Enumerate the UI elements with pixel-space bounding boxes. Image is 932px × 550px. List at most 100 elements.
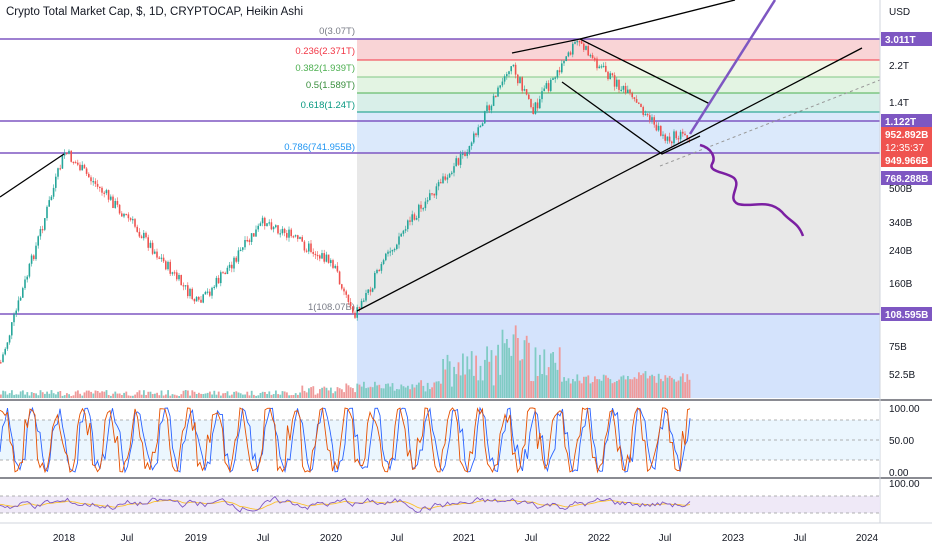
volume-bar bbox=[297, 394, 299, 398]
volume-bar bbox=[59, 391, 62, 398]
volume-bar bbox=[11, 390, 13, 398]
price-tick: 2.2T bbox=[889, 61, 909, 72]
volume-bar bbox=[255, 395, 257, 398]
volume-bar bbox=[629, 379, 631, 398]
volume-bar bbox=[0, 394, 2, 398]
volume-bar bbox=[217, 391, 220, 398]
volume-bar bbox=[374, 381, 376, 398]
volume-bar bbox=[323, 386, 326, 398]
volume-bar bbox=[180, 394, 183, 398]
price-badges: 3.011T 1.122T 952.892B 12:35:37 949.966B… bbox=[881, 32, 932, 321]
volume-bar bbox=[103, 391, 106, 398]
volume-bar bbox=[435, 381, 438, 398]
volume-bar bbox=[26, 392, 29, 398]
badge-bg bbox=[881, 171, 932, 185]
volume-bar bbox=[385, 383, 387, 398]
volume-bar bbox=[530, 381, 532, 398]
time-tick: Jul bbox=[525, 533, 538, 544]
volume-bar bbox=[349, 387, 352, 398]
badge-label: 108.595B bbox=[885, 310, 928, 321]
volume-bar bbox=[679, 376, 682, 398]
volume-bar bbox=[426, 382, 429, 398]
volume-bar bbox=[620, 376, 623, 398]
volume-bar bbox=[206, 392, 209, 398]
volume-bar bbox=[600, 380, 603, 398]
chart-title: Crypto Total Market Cap, $, 1D, CRYPTOCA… bbox=[6, 6, 303, 18]
volume-bar bbox=[378, 384, 381, 398]
wedge-upper bbox=[511, 38, 711, 105]
time-tick: 2024 bbox=[856, 533, 879, 544]
volume-bar bbox=[63, 395, 66, 398]
time-axis[interactable]: 2018 Jul 2019 Jul 2020 Jul 2021 Jul 2022… bbox=[53, 533, 879, 544]
projection-up bbox=[688, 0, 777, 135]
volume-bar bbox=[167, 390, 169, 398]
volume-bar bbox=[499, 374, 502, 398]
volume-bar bbox=[345, 383, 348, 398]
volume-bar bbox=[79, 393, 81, 398]
volume-bar bbox=[39, 390, 42, 398]
volume-bar bbox=[222, 393, 224, 398]
volume-bar bbox=[257, 395, 260, 398]
rsi-line bbox=[0, 495, 691, 513]
price-axis[interactable]: USD 2.2T 1.4T 500B 340B 240B 160B 75B 52… bbox=[889, 7, 915, 381]
volume-bar bbox=[68, 394, 70, 398]
volume-bar bbox=[503, 343, 506, 398]
volume-bar bbox=[490, 350, 493, 398]
volume-bar bbox=[627, 376, 629, 398]
volume-bar bbox=[303, 390, 306, 398]
badge-label: 949.966B bbox=[885, 156, 928, 167]
volume-bar bbox=[316, 393, 319, 398]
volume-bar bbox=[147, 391, 150, 398]
volume-bar bbox=[655, 382, 658, 398]
volume-bar bbox=[286, 392, 288, 398]
volume-bar bbox=[558, 347, 561, 398]
volume-bar bbox=[369, 386, 372, 398]
stoch-d-line bbox=[0, 406, 691, 474]
fib-zone-236-382 bbox=[357, 60, 880, 77]
volume-bar bbox=[660, 378, 662, 398]
volume-bar bbox=[413, 387, 416, 398]
volume-bar bbox=[422, 385, 425, 398]
fib-label-236: 0.236(2.371T) bbox=[295, 46, 355, 57]
volume-bar bbox=[308, 388, 310, 398]
fib-label-618: 0.618(1.24T) bbox=[301, 100, 355, 111]
volume-bar bbox=[376, 385, 378, 398]
volume-bar bbox=[675, 381, 678, 398]
stoch-tick: 50.00 bbox=[889, 436, 914, 447]
volume-bar bbox=[607, 377, 609, 398]
volume-bar bbox=[380, 388, 383, 398]
volume-bar bbox=[360, 386, 363, 398]
horizontal-levels[interactable] bbox=[0, 38, 880, 315]
volume-bar bbox=[404, 387, 407, 398]
volume-bar bbox=[266, 394, 268, 398]
trend-lines[interactable] bbox=[0, 0, 881, 312]
volume-bar bbox=[393, 390, 396, 398]
volume-bar bbox=[585, 376, 587, 398]
volume-bar bbox=[605, 375, 607, 398]
volume-bar bbox=[105, 390, 108, 398]
volume-bar bbox=[198, 392, 200, 398]
volume-bar bbox=[213, 390, 216, 398]
volume-bar bbox=[24, 394, 26, 398]
volume-bar bbox=[107, 395, 110, 398]
volume-bar bbox=[367, 387, 370, 398]
volume-bar bbox=[22, 390, 24, 398]
price-tick: 160B bbox=[889, 279, 913, 290]
volume-bar bbox=[250, 390, 253, 398]
rsi-pane bbox=[0, 495, 880, 514]
volume-bar bbox=[277, 394, 279, 398]
volume-bar bbox=[510, 355, 513, 398]
wedge-lower bbox=[561, 81, 701, 155]
volume-bar bbox=[50, 390, 53, 398]
volume-bar bbox=[664, 375, 667, 398]
volume-bar bbox=[352, 388, 354, 398]
volume-bar bbox=[646, 378, 649, 398]
volume-bar bbox=[187, 390, 189, 398]
volume-bar bbox=[41, 392, 44, 398]
fib-zone-0-236 bbox=[357, 39, 880, 60]
volume-bar bbox=[644, 371, 647, 398]
volume-bar bbox=[398, 389, 400, 398]
volume-bar bbox=[547, 367, 550, 398]
volume-bar bbox=[33, 393, 35, 398]
